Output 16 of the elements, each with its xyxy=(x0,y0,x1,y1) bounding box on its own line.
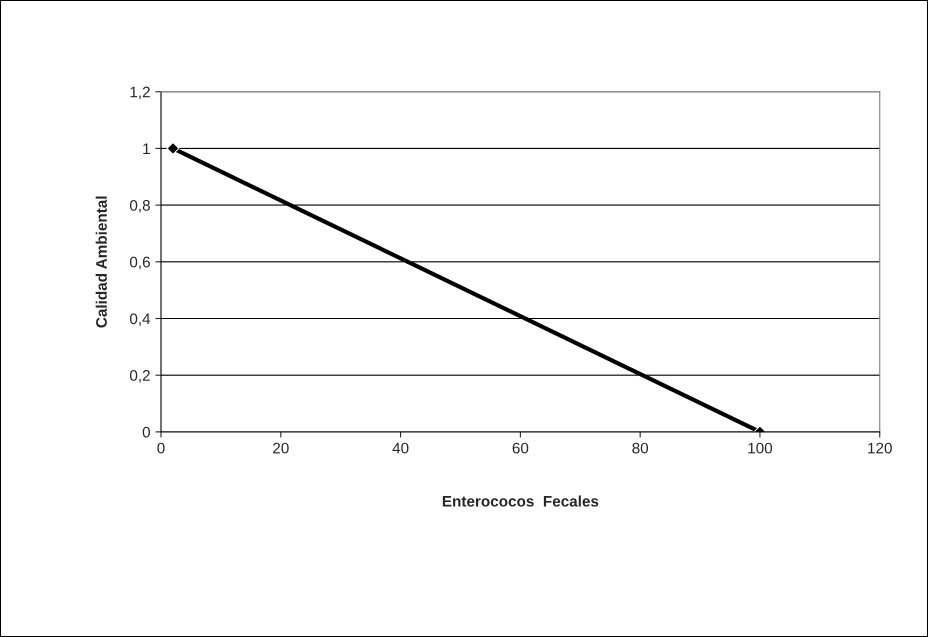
x-tick-label: 0 xyxy=(157,442,165,454)
y-tick-label: 0,4 xyxy=(130,313,150,326)
y-tick-label: 1 xyxy=(143,143,150,154)
y-tick-label: 0,8 xyxy=(130,200,150,213)
y-tick-label: 0,2 xyxy=(130,370,150,383)
y-tick-label: 1,2 xyxy=(130,86,150,100)
x-tick-label: 100 xyxy=(748,442,772,454)
y-tick-label: 0 xyxy=(142,426,150,438)
x-tick-label: 80 xyxy=(632,442,648,454)
y-axis-title: Calidad Ambiental xyxy=(96,196,107,328)
x-tick-label: 120 xyxy=(868,442,892,454)
y-tick-label: 0,6 xyxy=(130,256,150,270)
x-tick-label: 60 xyxy=(512,442,528,454)
x-tick-label: 20 xyxy=(273,442,289,454)
x-tick-label: 40 xyxy=(392,442,408,454)
x-axis-title: Enterococos Fecales xyxy=(442,495,598,507)
